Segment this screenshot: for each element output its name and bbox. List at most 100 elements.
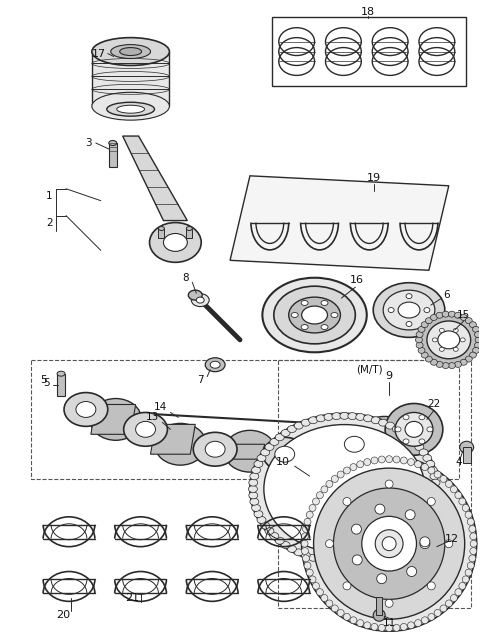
Ellipse shape	[410, 533, 419, 540]
Ellipse shape	[418, 326, 425, 332]
Ellipse shape	[371, 417, 380, 424]
Text: 3: 3	[85, 138, 92, 148]
Ellipse shape	[398, 302, 420, 318]
Ellipse shape	[445, 600, 452, 607]
Ellipse shape	[275, 434, 284, 441]
Ellipse shape	[450, 486, 457, 493]
Ellipse shape	[321, 300, 328, 305]
Ellipse shape	[250, 498, 259, 505]
Ellipse shape	[462, 576, 469, 583]
Ellipse shape	[343, 498, 351, 505]
Text: 15: 15	[457, 310, 470, 320]
Ellipse shape	[468, 518, 474, 525]
Ellipse shape	[291, 312, 298, 318]
Ellipse shape	[362, 516, 417, 571]
Ellipse shape	[301, 306, 327, 324]
Ellipse shape	[375, 504, 385, 514]
Ellipse shape	[294, 429, 346, 470]
Ellipse shape	[155, 424, 206, 465]
Ellipse shape	[261, 449, 270, 456]
Text: 5: 5	[40, 375, 47, 385]
Ellipse shape	[431, 492, 440, 499]
Ellipse shape	[403, 439, 409, 444]
Ellipse shape	[399, 429, 408, 436]
Ellipse shape	[263, 277, 367, 352]
Ellipse shape	[393, 456, 400, 463]
Ellipse shape	[419, 415, 425, 420]
Ellipse shape	[470, 547, 477, 554]
Ellipse shape	[416, 342, 423, 348]
Polygon shape	[151, 424, 195, 454]
Ellipse shape	[371, 457, 378, 464]
Ellipse shape	[263, 438, 307, 471]
Ellipse shape	[438, 331, 460, 349]
Ellipse shape	[249, 486, 257, 493]
Ellipse shape	[460, 359, 467, 365]
Ellipse shape	[343, 467, 350, 474]
Ellipse shape	[421, 352, 428, 358]
Ellipse shape	[416, 331, 423, 337]
Ellipse shape	[337, 610, 344, 617]
Ellipse shape	[393, 624, 400, 631]
Ellipse shape	[436, 312, 443, 318]
Ellipse shape	[301, 456, 477, 631]
Text: 22: 22	[427, 399, 441, 410]
Ellipse shape	[257, 516, 266, 523]
Ellipse shape	[205, 358, 225, 371]
Ellipse shape	[316, 415, 325, 422]
Ellipse shape	[465, 511, 472, 518]
Ellipse shape	[265, 528, 274, 535]
Ellipse shape	[270, 439, 279, 445]
Ellipse shape	[419, 522, 428, 529]
Text: 1: 1	[46, 190, 52, 201]
Ellipse shape	[316, 491, 324, 498]
Ellipse shape	[399, 542, 408, 549]
Ellipse shape	[326, 600, 333, 607]
Ellipse shape	[111, 44, 151, 58]
Ellipse shape	[270, 533, 279, 540]
Bar	[278, 360, 471, 608]
Ellipse shape	[294, 422, 303, 429]
Text: 16: 16	[350, 275, 364, 285]
Ellipse shape	[432, 338, 437, 342]
Polygon shape	[220, 444, 265, 459]
Ellipse shape	[321, 486, 328, 493]
Text: 11: 11	[383, 618, 396, 628]
Ellipse shape	[337, 471, 344, 478]
Ellipse shape	[445, 481, 452, 488]
Polygon shape	[290, 444, 335, 449]
Ellipse shape	[421, 617, 428, 624]
Ellipse shape	[309, 554, 318, 561]
Ellipse shape	[252, 504, 261, 511]
Ellipse shape	[455, 361, 461, 368]
Ellipse shape	[427, 427, 433, 432]
Ellipse shape	[158, 227, 165, 231]
Text: 13: 13	[146, 412, 159, 422]
Ellipse shape	[331, 476, 338, 483]
Ellipse shape	[301, 300, 308, 305]
Ellipse shape	[301, 324, 308, 330]
Ellipse shape	[348, 413, 357, 420]
Ellipse shape	[400, 457, 408, 464]
Ellipse shape	[460, 441, 474, 453]
Ellipse shape	[465, 356, 472, 362]
Text: 5: 5	[43, 378, 49, 387]
Ellipse shape	[331, 312, 338, 318]
Ellipse shape	[431, 314, 437, 321]
Ellipse shape	[425, 356, 432, 362]
Ellipse shape	[192, 293, 209, 307]
Ellipse shape	[385, 422, 395, 429]
Ellipse shape	[428, 613, 435, 620]
Ellipse shape	[379, 419, 387, 426]
Ellipse shape	[475, 337, 480, 343]
Ellipse shape	[428, 467, 437, 474]
Ellipse shape	[261, 522, 270, 529]
Ellipse shape	[373, 610, 385, 621]
Ellipse shape	[332, 413, 341, 420]
Ellipse shape	[288, 545, 297, 552]
Ellipse shape	[92, 92, 169, 120]
Ellipse shape	[294, 549, 303, 556]
Ellipse shape	[459, 582, 466, 589]
Ellipse shape	[312, 498, 319, 505]
Bar	[186, 229, 192, 239]
